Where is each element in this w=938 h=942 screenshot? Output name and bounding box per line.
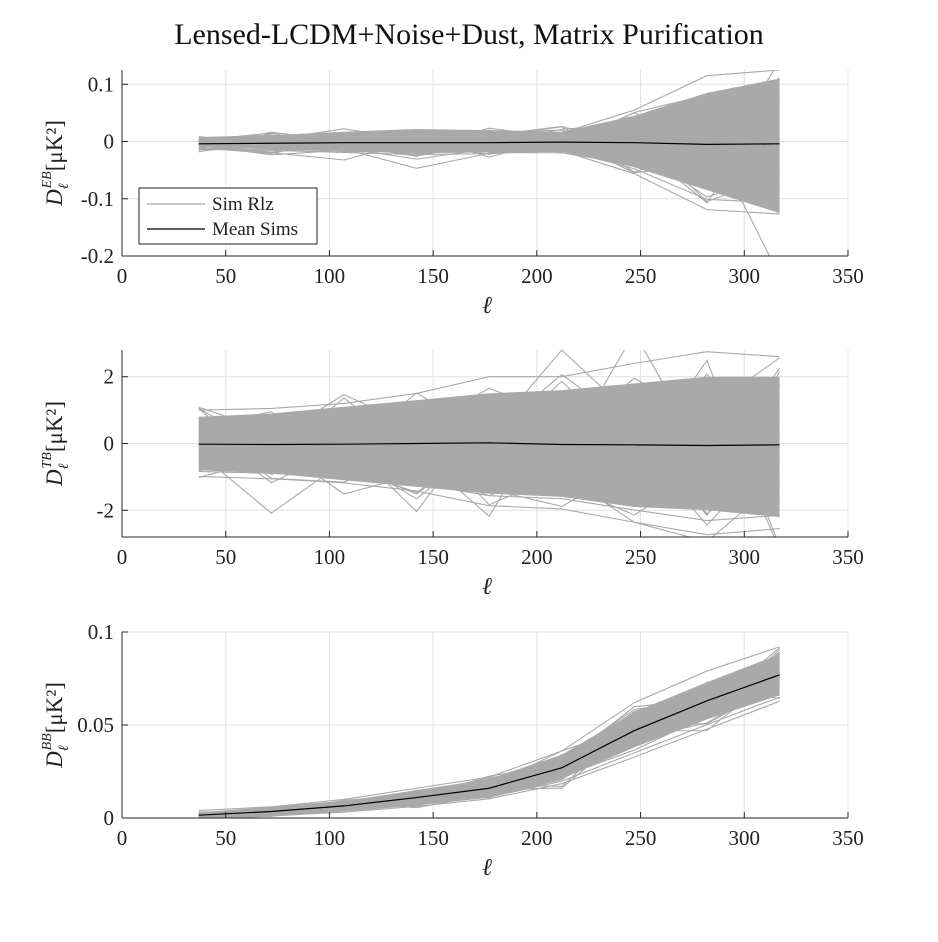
x-tick-label: 350 (832, 545, 864, 569)
x-tick-label: 200 (521, 826, 553, 850)
x-axis-label: ℓ (482, 574, 492, 600)
y-axis-label: DℓTB[μK²] (40, 401, 72, 487)
x-tick-label: 100 (314, 545, 346, 569)
sim-realization-line (198, 137, 780, 161)
x-axis-label: ℓ (482, 855, 492, 881)
y-tick-label: 0 (104, 130, 115, 154)
x-tick-label: 250 (625, 545, 657, 569)
sim-realization-line (198, 402, 780, 488)
sim-realization-line (198, 70, 780, 139)
y-tick-label: 0 (104, 806, 115, 830)
x-tick-label: 0 (117, 545, 128, 569)
x-tick-label: 250 (625, 826, 657, 850)
y-tick-label: 0.05 (77, 713, 114, 737)
sim-realization-line (198, 357, 780, 518)
x-tick-label: 50 (215, 264, 236, 288)
chart-panel-3: 0 50 100 150 200 250 300 350 0 0.05 0.1 ℓ DℓBB[μK²] (40, 620, 864, 881)
sim-realization-line (198, 119, 780, 191)
plot-area (198, 350, 781, 537)
sim-realization-line (198, 384, 780, 516)
plot-area (198, 70, 781, 256)
legend-sim-label: Sim Rlz (212, 194, 274, 215)
x-tick-label: 150 (417, 826, 449, 850)
sim-realization-line (198, 416, 780, 487)
y-tick-label: 2 (104, 365, 115, 389)
x-tick-label: 50 (215, 826, 236, 850)
sim-realization-line (198, 351, 780, 411)
sim-realization-line (198, 393, 780, 481)
sim-realization-line (198, 414, 780, 516)
y-axis-label-text: DℓEB[μK²] (40, 120, 72, 207)
x-tick-label: 200 (521, 545, 553, 569)
sim-realization-line (198, 113, 780, 169)
x-tick-label: 350 (832, 264, 864, 288)
legend-mean-label: Mean Sims (212, 219, 298, 240)
y-axis-label-text: DℓTB[μK²] (40, 401, 72, 487)
x-tick-label: 250 (625, 264, 657, 288)
sim-realization-line (198, 670, 780, 816)
sim-realization-line (198, 350, 780, 473)
sim-realization-line (219, 700, 780, 818)
x-tick-label: 100 (314, 264, 346, 288)
mean-sims-line (198, 141, 780, 146)
sim-realization-line (198, 421, 780, 502)
legend-box (138, 187, 318, 245)
x-tick-label: 0 (117, 826, 128, 850)
x-tick-label: 300 (729, 826, 761, 850)
y-tick-label: 0 (104, 432, 115, 456)
sim-realization-line (198, 649, 780, 818)
sim-realization-line (198, 384, 780, 499)
sim-realization-line (198, 380, 780, 484)
sim-realization-line (198, 383, 780, 469)
y-tick-label: -2 (97, 498, 115, 522)
y-tick-label: 0.1 (88, 72, 114, 96)
sim-realization-line (198, 411, 780, 462)
sim-realization-line (198, 410, 780, 515)
sim-realization-line (198, 413, 780, 500)
y-axis-label-text: DℓBB[μK²] (40, 682, 72, 769)
chart-panel-1: 0 50 100 150 200 250 300 350 -0.2 -0.1 0 0.1 ℓ DℓEB[μ… (40, 70, 864, 319)
plot-area (198, 646, 780, 818)
x-tick-label: 200 (521, 264, 553, 288)
mean-sims-line (198, 442, 780, 447)
sim-realization-line (198, 112, 780, 174)
sim-realization-line (198, 404, 780, 483)
x-tick-label: 50 (215, 545, 236, 569)
y-axis-label: DℓEB[μK²] (40, 120, 72, 207)
y-axis-label: DℓBB[μK²] (40, 682, 72, 769)
sim-realization-line (198, 428, 780, 537)
y-tick-label: -0.2 (81, 244, 114, 268)
figure-title: Lensed-LCDM+Noise+Dust, Matrix Purificat… (174, 18, 764, 51)
sim-realization-line (198, 393, 780, 468)
x-tick-label: 150 (417, 545, 449, 569)
sim-realization-line (198, 392, 780, 508)
x-tick-label: 100 (314, 826, 346, 850)
sim-realization-line (198, 359, 777, 537)
x-tick-label: 350 (832, 826, 864, 850)
x-tick-label: 0 (117, 264, 128, 288)
y-tick-label: -0.1 (81, 187, 114, 211)
y-tick-label: 0.1 (88, 620, 114, 644)
sim-realization-line (198, 689, 780, 816)
x-tick-label: 300 (729, 264, 761, 288)
x-tick-label: 300 (729, 545, 761, 569)
x-axis-label: ℓ (482, 293, 492, 319)
mean-sims-line (198, 674, 780, 816)
sim-realization-line (198, 93, 780, 153)
sim-realization-line (198, 416, 780, 485)
x-tick-label: 150 (417, 264, 449, 288)
sim-realization-line (198, 434, 780, 526)
sim-realization-line (198, 407, 780, 479)
